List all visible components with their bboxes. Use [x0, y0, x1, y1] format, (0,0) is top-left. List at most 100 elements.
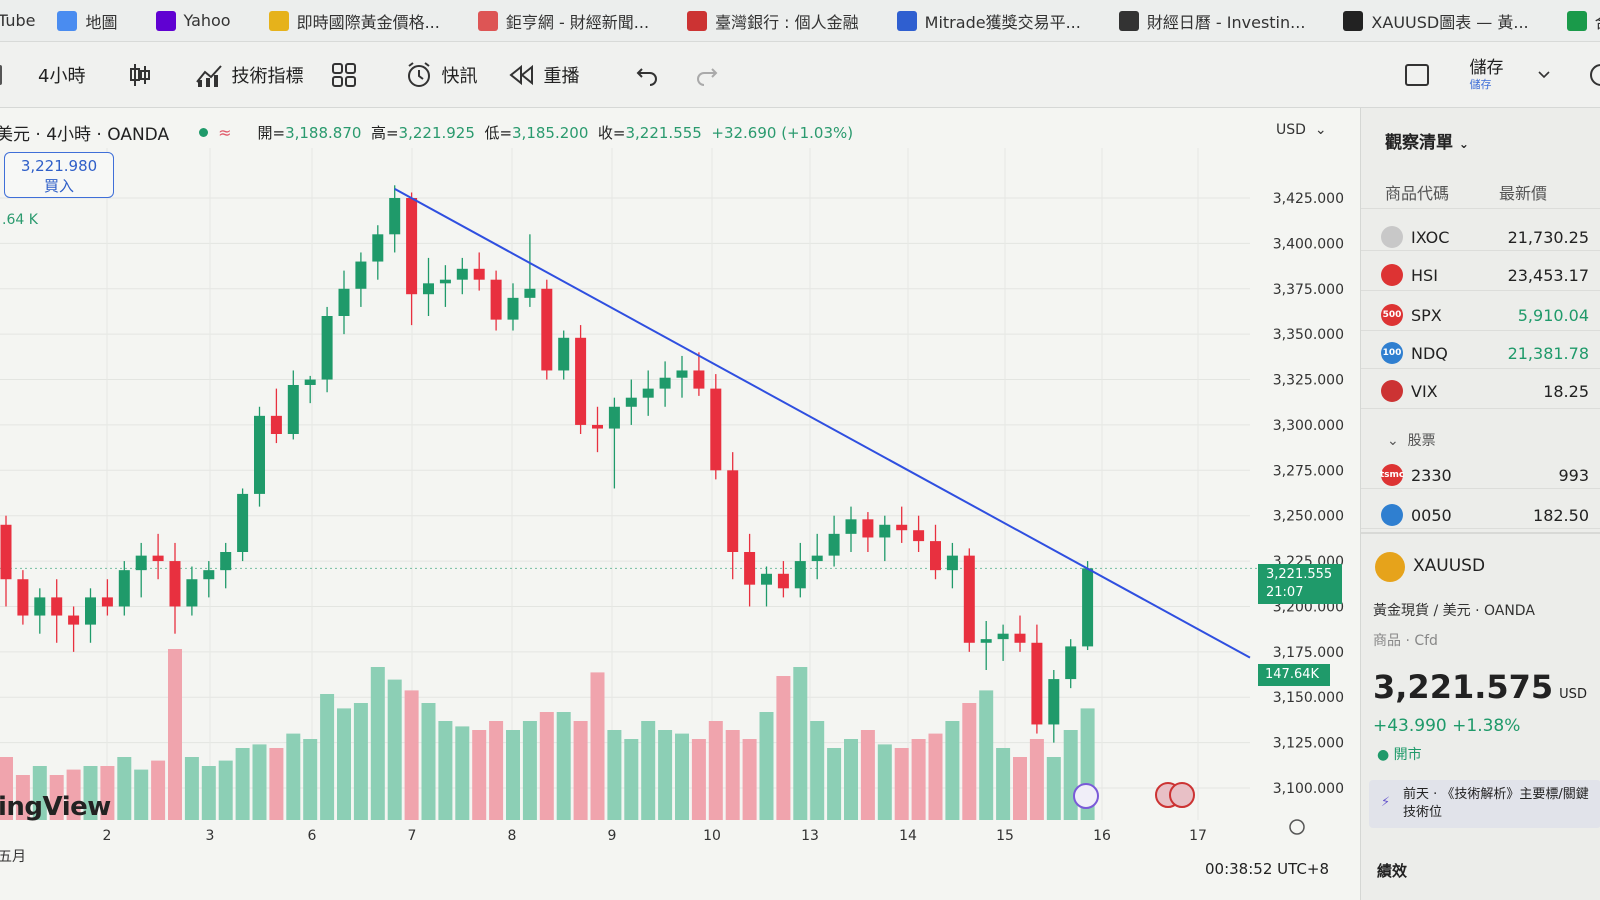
save-button[interactable]: 儲存 儲存 — [1469, 58, 1503, 92]
chevron-down-icon: ⌄ — [1458, 137, 1469, 151]
indicators-icon — [196, 64, 223, 87]
row-last-price: 21,730.25 — [1507, 227, 1589, 247]
bookmark-4[interactable]: 鉅亨網 - 財經新聞... — [477, 9, 649, 33]
candle-body — [930, 541, 941, 571]
volume-bar — [1046, 757, 1061, 820]
bookmark-label: Mitrade獲獎交易平... — [924, 12, 1081, 32]
volume-bar — [894, 748, 909, 820]
symbol-logo-icon — [1381, 264, 1403, 286]
symbol-logo-icon — [1381, 226, 1403, 248]
toolbar-edge — [0, 64, 2, 85]
bookmark-6[interactable]: Mitrade獲獎交易平... — [896, 9, 1081, 33]
high-value: 3,221.925 — [398, 124, 475, 142]
candle-body — [372, 234, 384, 262]
candle-body — [304, 379, 316, 385]
detail-subtitle: 黃金現貨 / 美元 · OANDA — [1373, 603, 1535, 619]
quick-search-button[interactable] — [1587, 62, 1600, 88]
undo-button[interactable] — [635, 64, 667, 86]
last-price-tag: 3,221.555 21:07 — [1258, 564, 1342, 604]
volume-bar — [945, 721, 960, 820]
symbol-logo-icon: 500 — [1381, 304, 1403, 326]
buy-button[interactable]: 3,221.980 買入 — [4, 152, 114, 198]
watchlist-row-0050[interactable]: 0050 182.50 — [1361, 496, 1600, 534]
alerts-button[interactable]: 快訊 — [405, 61, 477, 89]
save-sublabel: 儲存 — [1469, 77, 1492, 91]
candle-body — [963, 555, 975, 643]
volume-bar — [810, 721, 825, 820]
candle-body — [761, 573, 772, 585]
bookmark-8[interactable]: XAUUSD圖表 — 黃... — [1343, 9, 1529, 33]
watchlist-row-spx[interactable]: 500 SPX 5,910.04 — [1361, 296, 1600, 334]
watchlist-header: 商品代碼 最新價 — [1369, 180, 1600, 204]
fullscreen-button[interactable] — [1403, 62, 1439, 88]
bookmark-2[interactable]: Yahoo — [155, 10, 231, 31]
y-tick-label: 3,375.000 — [1273, 282, 1344, 298]
x-tick-label: 2 — [103, 828, 112, 844]
detail-price-value: 3,221.575 — [1373, 668, 1554, 706]
chart-pane[interactable]: 3,100.000 3,125.000 3,150.000 3,175.000 3,20… — [0, 108, 1360, 900]
detail-symbol[interactable]: XAUUSD — [1413, 556, 1486, 576]
volume-bar — [303, 739, 318, 820]
y-tick-label: 3,250.000 — [1273, 509, 1344, 525]
watchlist-title[interactable]: 觀察清單 ⌄ — [1385, 128, 1469, 153]
candle-body — [524, 288, 536, 298]
performance-heading[interactable]: 績效 — [1377, 862, 1408, 880]
indicators-button[interactable]: 技術指標 — [195, 62, 303, 88]
row-symbol: HSI — [1411, 265, 1438, 285]
bookmark-5[interactable]: 臺灣銀行 : 個人金融 — [687, 9, 859, 33]
save-menu-button[interactable] — [1537, 70, 1559, 80]
watchlist-row-vix[interactable]: VIX 18.25 — [1361, 372, 1600, 410]
clock-readout[interactable]: 00:38:52 UTC+8 — [1205, 860, 1329, 878]
candle-body — [507, 297, 519, 320]
chart-legend: 美元 · 4小時 · OANDA ≈ 開=3,188.870 高=3,221.9… — [0, 120, 853, 145]
volume-bar — [353, 703, 368, 820]
volume-bar — [455, 726, 470, 820]
x-tick-label: 8 — [508, 828, 517, 844]
volume-bar — [641, 721, 656, 820]
symbol-logo-icon: 100 — [1381, 342, 1403, 364]
legend-ohlc: 開=3,188.870 高=3,221.925 低=3,185.200 收=3,… — [258, 122, 854, 143]
bookmark-7[interactable]: 財經日曆 - Investin... — [1118, 9, 1305, 33]
currency-selector[interactable]: USD ⌄ — [1276, 122, 1327, 138]
candle-body — [946, 555, 958, 571]
news-item[interactable]: ⚡ 前天 · 《技術解析》主要標/關鍵技術位 — [1369, 780, 1600, 828]
volume-bar — [134, 769, 149, 820]
y-tick-label: 3,350.000 — [1273, 327, 1344, 343]
watchlist-row-ndq[interactable]: 100 NDQ 21,381.78 — [1361, 334, 1600, 372]
row-last-price: 23,453.17 — [1507, 265, 1589, 285]
redo-button[interactable] — [695, 64, 727, 86]
interval-label: 4小時 — [38, 65, 86, 87]
chart-type-button[interactable] — [129, 62, 159, 88]
volume-bar — [691, 739, 706, 820]
layouts-button[interactable] — [331, 62, 365, 88]
candle-body — [913, 530, 925, 542]
price-chart[interactable]: 3,100.0003,125.0003,150.0003,175.0003,20… — [0, 108, 1360, 900]
tradingview-icon — [1343, 10, 1364, 31]
bookmark-9[interactable]: 合作金庫... — [1566, 9, 1600, 33]
x-tick-label: 17 — [1189, 828, 1207, 844]
open-value: 3,188.870 — [285, 124, 362, 142]
volume-bar — [168, 649, 182, 820]
volume-bar — [742, 739, 757, 820]
y-tick-label: 3,425.000 — [1273, 191, 1344, 207]
watchlist-row-ixoc[interactable]: IXOC 21,730.25 — [1361, 218, 1600, 256]
candle-body — [845, 519, 857, 534]
interval-button[interactable]: 4小時 — [38, 62, 85, 88]
col-symbol[interactable]: 商品代碼 — [1385, 184, 1450, 203]
watchlist-row-2330[interactable]: tsmc 2330 993 — [1361, 456, 1600, 494]
wave-icon: ≈ — [218, 123, 232, 142]
watchlist-row-hsi[interactable]: HSI 23,453.17 — [1361, 256, 1600, 294]
candle-body — [777, 573, 789, 589]
group-stocks[interactable]: ⌄ 股票 — [1387, 433, 1436, 449]
candle-body — [355, 261, 367, 289]
row-last-price: 21,381.78 — [1507, 343, 1589, 363]
bookmark-0[interactable]: Tube — [0, 11, 35, 30]
candle-body — [473, 268, 485, 280]
x-tick-label: 7 — [408, 828, 417, 844]
bookmark-3[interactable]: 即時國際黃金價格... — [268, 9, 440, 33]
candle-body — [17, 579, 29, 616]
replay-button[interactable]: 重播 — [509, 62, 579, 88]
col-last[interactable]: 最新價 — [1499, 184, 1548, 203]
tradingview-logo[interactable]: ingView — [0, 792, 111, 822]
bookmark-1[interactable]: 地圖 — [57, 9, 118, 33]
